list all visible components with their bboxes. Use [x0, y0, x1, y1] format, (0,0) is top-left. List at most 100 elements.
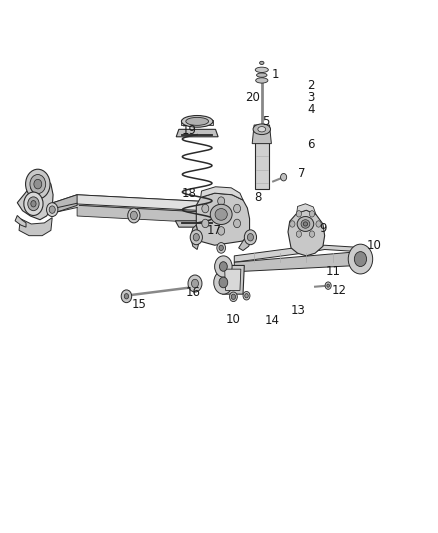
- Text: 1: 1: [272, 68, 279, 80]
- Circle shape: [128, 208, 140, 223]
- Ellipse shape: [186, 117, 208, 125]
- Circle shape: [202, 204, 209, 213]
- Ellipse shape: [215, 208, 227, 220]
- Text: 3: 3: [307, 91, 314, 104]
- Circle shape: [193, 233, 199, 241]
- Circle shape: [231, 294, 236, 300]
- Text: 13: 13: [291, 304, 306, 317]
- Polygon shape: [175, 221, 219, 227]
- Circle shape: [218, 227, 225, 235]
- Circle shape: [296, 231, 301, 237]
- Ellipse shape: [181, 116, 213, 127]
- Text: 10: 10: [367, 239, 381, 252]
- Circle shape: [325, 282, 331, 289]
- Text: 16: 16: [185, 286, 200, 298]
- Circle shape: [131, 211, 138, 220]
- Ellipse shape: [256, 78, 268, 83]
- Polygon shape: [255, 125, 269, 189]
- Text: 9: 9: [319, 222, 327, 235]
- Text: 20: 20: [246, 91, 261, 104]
- Circle shape: [309, 231, 314, 237]
- Circle shape: [31, 200, 36, 207]
- Circle shape: [34, 179, 42, 189]
- Circle shape: [230, 292, 237, 302]
- Polygon shape: [297, 204, 316, 214]
- Polygon shape: [53, 195, 77, 213]
- Circle shape: [202, 219, 209, 228]
- Polygon shape: [191, 225, 199, 249]
- Circle shape: [28, 197, 39, 211]
- Circle shape: [354, 252, 367, 266]
- Circle shape: [215, 256, 232, 277]
- Circle shape: [191, 279, 198, 288]
- Ellipse shape: [253, 124, 271, 134]
- Circle shape: [190, 230, 202, 245]
- Ellipse shape: [297, 216, 314, 231]
- Text: 17: 17: [206, 224, 221, 237]
- Polygon shape: [77, 195, 228, 213]
- Text: 10: 10: [226, 313, 240, 326]
- Circle shape: [46, 203, 58, 216]
- Polygon shape: [196, 193, 250, 245]
- Polygon shape: [15, 215, 26, 227]
- Polygon shape: [77, 205, 228, 224]
- Text: 14: 14: [265, 314, 280, 327]
- Circle shape: [124, 294, 129, 299]
- Circle shape: [188, 275, 202, 292]
- Text: 6: 6: [307, 138, 314, 151]
- Ellipse shape: [260, 61, 264, 64]
- Text: 15: 15: [132, 298, 147, 311]
- Circle shape: [243, 292, 250, 300]
- Circle shape: [218, 197, 225, 205]
- Circle shape: [296, 211, 301, 217]
- Polygon shape: [288, 210, 325, 256]
- Circle shape: [281, 173, 287, 181]
- Ellipse shape: [257, 73, 267, 77]
- Text: 5: 5: [262, 116, 270, 128]
- Circle shape: [30, 174, 46, 193]
- Polygon shape: [201, 187, 243, 200]
- Polygon shape: [176, 130, 218, 137]
- Circle shape: [219, 277, 228, 288]
- Polygon shape: [252, 125, 272, 143]
- Circle shape: [24, 192, 43, 215]
- Circle shape: [214, 271, 233, 294]
- Circle shape: [348, 244, 373, 274]
- Polygon shape: [225, 269, 241, 290]
- Ellipse shape: [303, 222, 307, 226]
- Polygon shape: [30, 179, 41, 193]
- Text: 19: 19: [182, 124, 197, 138]
- Circle shape: [219, 245, 223, 251]
- Ellipse shape: [258, 127, 266, 132]
- Circle shape: [25, 169, 50, 199]
- Polygon shape: [239, 233, 252, 251]
- Text: 7: 7: [298, 167, 306, 180]
- Text: 8: 8: [254, 191, 262, 204]
- Circle shape: [217, 243, 226, 253]
- Circle shape: [316, 221, 321, 227]
- Polygon shape: [53, 195, 228, 211]
- Circle shape: [121, 290, 132, 303]
- Polygon shape: [19, 217, 52, 236]
- Circle shape: [49, 206, 55, 213]
- Circle shape: [290, 221, 295, 227]
- Circle shape: [233, 204, 240, 213]
- Polygon shape: [234, 245, 359, 262]
- Polygon shape: [17, 171, 53, 220]
- Polygon shape: [234, 252, 359, 272]
- Circle shape: [233, 219, 240, 228]
- Circle shape: [245, 294, 248, 298]
- Text: 18: 18: [182, 187, 197, 200]
- Circle shape: [247, 233, 254, 241]
- Text: 4: 4: [307, 103, 314, 116]
- Text: 12: 12: [332, 284, 346, 297]
- Circle shape: [244, 230, 257, 245]
- Text: 2: 2: [307, 79, 314, 92]
- Ellipse shape: [301, 220, 310, 228]
- Polygon shape: [223, 265, 244, 294]
- Circle shape: [309, 211, 314, 217]
- Circle shape: [327, 284, 329, 287]
- Circle shape: [219, 262, 227, 271]
- Ellipse shape: [210, 204, 232, 224]
- Text: 11: 11: [326, 265, 341, 278]
